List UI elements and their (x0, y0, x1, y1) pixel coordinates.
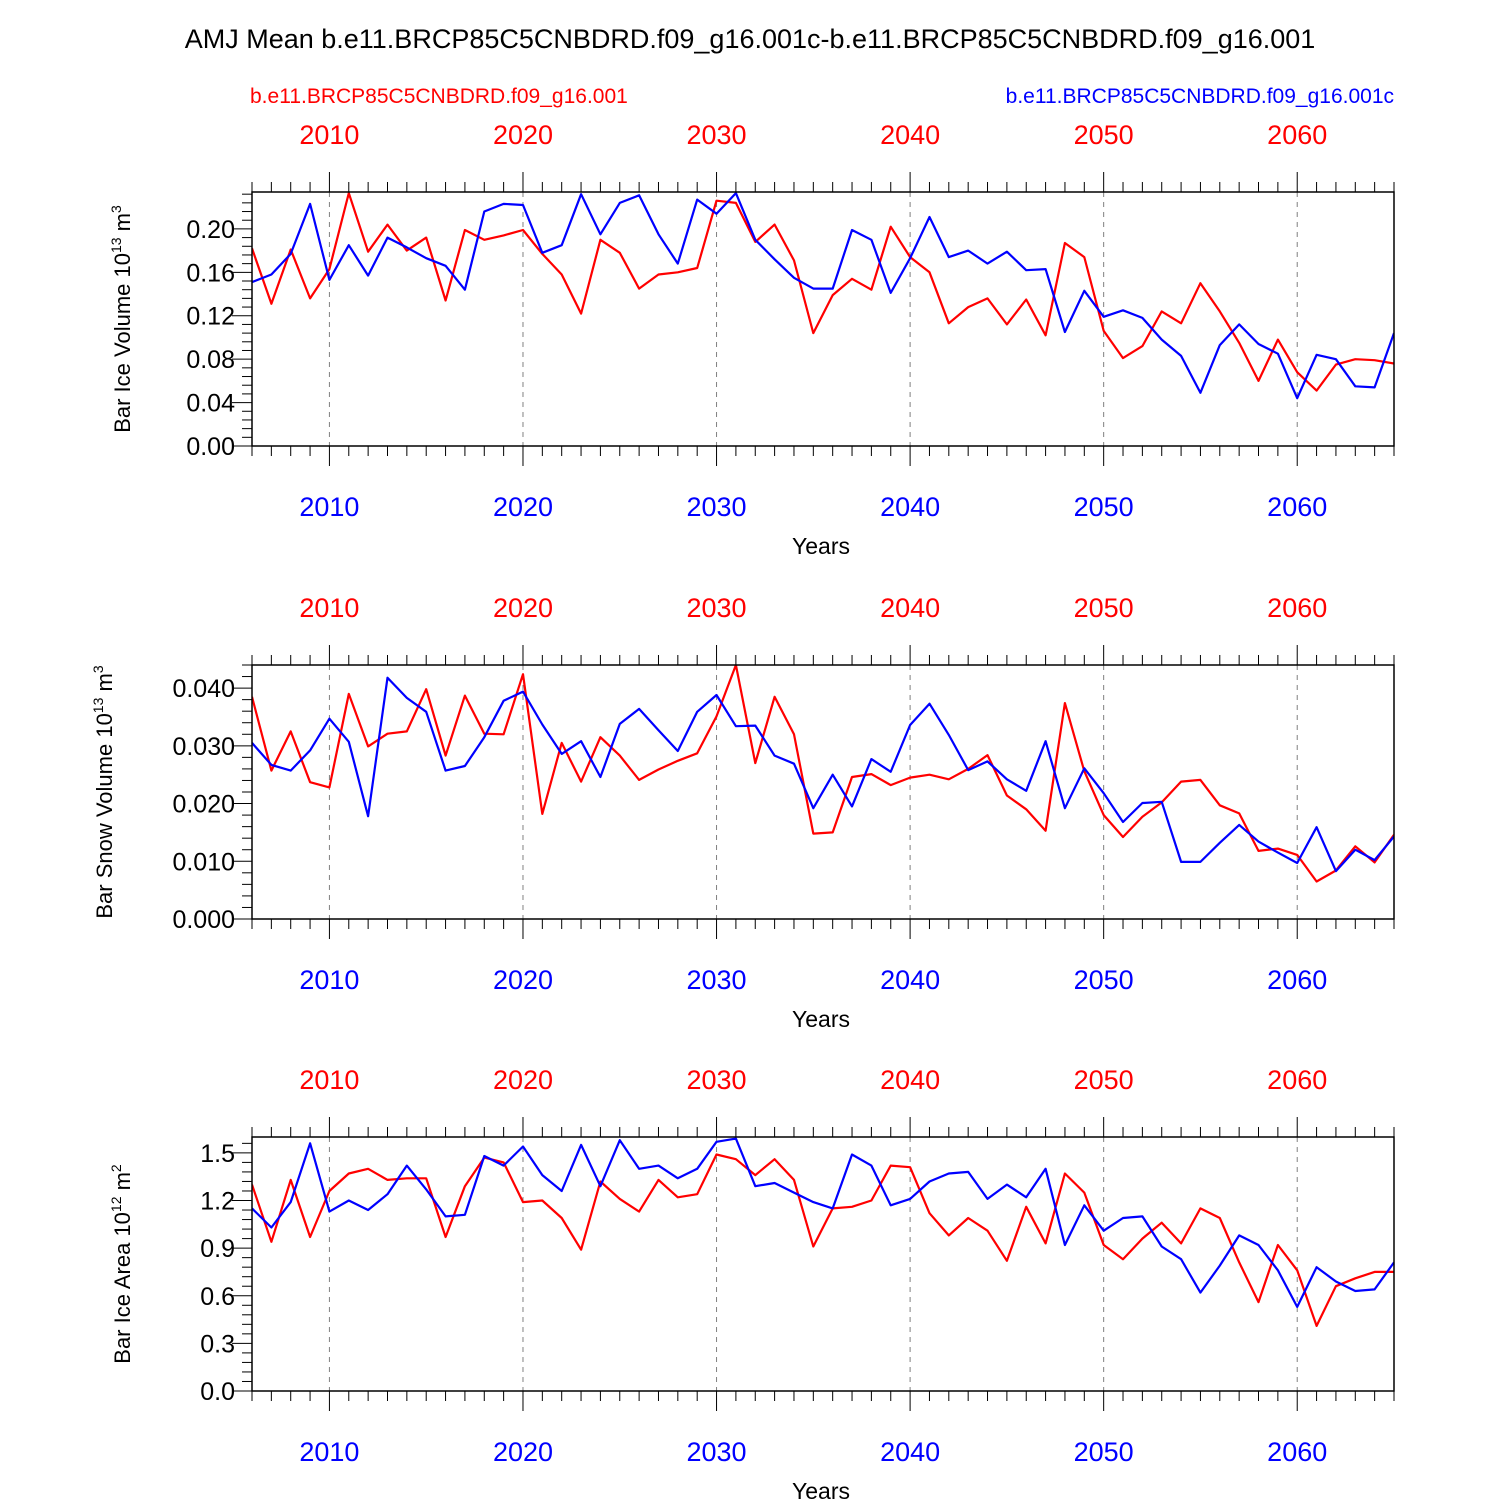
legend-case2: b.e11.BRCP85C5CNBDRD.f09_g16.001c (1006, 85, 1394, 108)
y-axis-label-unit: m (110, 213, 135, 237)
y-axis-label-unit-exp: 2 (108, 1164, 124, 1172)
x-tick-label-top: 2010 (299, 593, 359, 623)
x-tick-label-bottom: 2020 (493, 965, 553, 995)
y-axis-label-unit-exp: 3 (90, 665, 106, 673)
plot-frame (251, 664, 1395, 920)
y-tick-label: 0.00 (186, 433, 235, 461)
y-tick-label: 0.08 (186, 346, 235, 374)
series-line-red (252, 1153, 1394, 1328)
x-tick-label-top: 2030 (687, 593, 747, 623)
x-tick-label-bottom: 2020 (493, 1437, 553, 1467)
y-axis-label: Bar Ice Volume 1013 m3 (108, 205, 135, 433)
x-tick-label-top: 2060 (1267, 593, 1327, 623)
y-tick-label: 0.000 (172, 906, 235, 934)
figure-title: AMJ Mean b.e11.BRCP85C5CNBDRD.f09_g16.00… (185, 24, 1316, 54)
x-tick-label-top: 2040 (880, 120, 940, 150)
y-tick-label: 1.2 (200, 1188, 235, 1216)
series-line-blue (252, 1137, 1394, 1309)
x-tick-label-bottom: 2010 (299, 492, 359, 522)
x-tick-label-bottom: 2010 (299, 965, 359, 995)
panel-1: 0.00 0.04 0.08 0.12 0.16 0.20 2010 2010 2020 2020… (108, 120, 1395, 559)
y-axis-label-text: Bar Ice Area 10 (110, 1212, 135, 1364)
panels: 0.00 0.04 0.08 0.12 0.16 0.20 2010 2010 2020 2020… (90, 120, 1395, 1500)
y-axis-label-exp: 13 (108, 237, 124, 253)
plot-frame (251, 1136, 1395, 1392)
y-tick-label: 0.12 (186, 303, 235, 331)
x-tick-label-bottom: 2040 (880, 492, 940, 522)
y-tick-label: 0.010 (172, 848, 235, 876)
panel-3: 0.0 0.3 0.6 0.9 1.2 1.5 2010 2010 2020 2020 2030 20… (108, 1065, 1395, 1500)
y-axis-label-unit: m (92, 673, 117, 697)
x-tick-label-top: 2040 (880, 593, 940, 623)
y-tick-label: 0.3 (200, 1330, 235, 1358)
x-tick-label-bottom: 2060 (1267, 965, 1327, 995)
series-line-blue (252, 676, 1394, 873)
x-tick-label-bottom: 2040 (880, 1437, 940, 1467)
x-tick-label-bottom: 2030 (687, 492, 747, 522)
x-tick-label-top: 2020 (493, 1065, 553, 1095)
y-axis-label: Bar Snow Volume 1013 m3 (90, 665, 117, 919)
y-tick-label: 0.04 (186, 390, 235, 418)
y-tick-label: 0.20 (186, 216, 235, 244)
x-axis-label: Years (792, 1478, 850, 1500)
y-tick-label: 0.040 (172, 675, 235, 703)
panel-2: 0.000 0.010 0.020 0.030 0.040 2010 2010 2020 202… (90, 593, 1395, 1032)
series-line-blue (252, 192, 1394, 400)
y-tick-label: 0.0 (200, 1378, 235, 1406)
x-tick-label-top: 2050 (1074, 593, 1134, 623)
x-tick-label-top: 2040 (880, 1065, 940, 1095)
x-tick-label-top: 2030 (687, 1065, 747, 1095)
x-tick-label-top: 2020 (493, 593, 553, 623)
x-tick-label-top: 2050 (1074, 1065, 1134, 1095)
x-tick-label-bottom: 2060 (1267, 1437, 1327, 1467)
x-tick-label-bottom: 2020 (493, 492, 553, 522)
x-tick-label-top: 2010 (299, 1065, 359, 1095)
x-tick-label-bottom: 2060 (1267, 492, 1327, 522)
y-tick-label: 0.6 (200, 1283, 235, 1311)
x-axis-label: Years (792, 1006, 850, 1032)
y-tick-label: 1.5 (200, 1140, 235, 1168)
y-axis-label-exp: 12 (108, 1196, 124, 1212)
x-tick-label-top: 2010 (299, 120, 359, 150)
y-axis-label-text: Bar Snow Volume 10 (92, 713, 117, 918)
y-axis-label-unit-exp: 3 (108, 205, 124, 213)
y-tick-label: 0.030 (172, 733, 235, 761)
x-tick-label-bottom: 2040 (880, 965, 940, 995)
y-axis-label-unit: m (110, 1172, 135, 1196)
y-axis-label: Bar Ice Area 1012 m2 (108, 1164, 135, 1364)
x-tick-label-top: 2030 (687, 120, 747, 150)
x-tick-label-top: 2060 (1267, 1065, 1327, 1095)
x-tick-label-top: 2060 (1267, 120, 1327, 150)
x-tick-label-bottom: 2050 (1074, 1437, 1134, 1467)
x-tick-label-bottom: 2010 (299, 1437, 359, 1467)
x-tick-label-bottom: 2050 (1074, 492, 1134, 522)
y-tick-label: 0.16 (186, 259, 235, 287)
series-line-red (252, 665, 1394, 883)
y-axis-label-exp: 13 (90, 697, 106, 713)
x-tick-label-bottom: 2030 (687, 1437, 747, 1467)
x-tick-label-bottom: 2030 (687, 965, 747, 995)
x-tick-label-top: 2020 (493, 120, 553, 150)
x-tick-label-bottom: 2050 (1074, 965, 1134, 995)
y-tick-label: 0.9 (200, 1235, 235, 1263)
plot-frame (251, 191, 1395, 447)
series-line-red (252, 192, 1394, 392)
legend-case1: b.e11.BRCP85C5CNBDRD.f09_g16.001 (250, 85, 628, 108)
x-tick-label-top: 2050 (1074, 120, 1134, 150)
y-axis-label-text: Bar Ice Volume 10 (110, 253, 135, 433)
x-axis-label: Years (792, 533, 850, 559)
y-tick-label: 0.020 (172, 791, 235, 819)
